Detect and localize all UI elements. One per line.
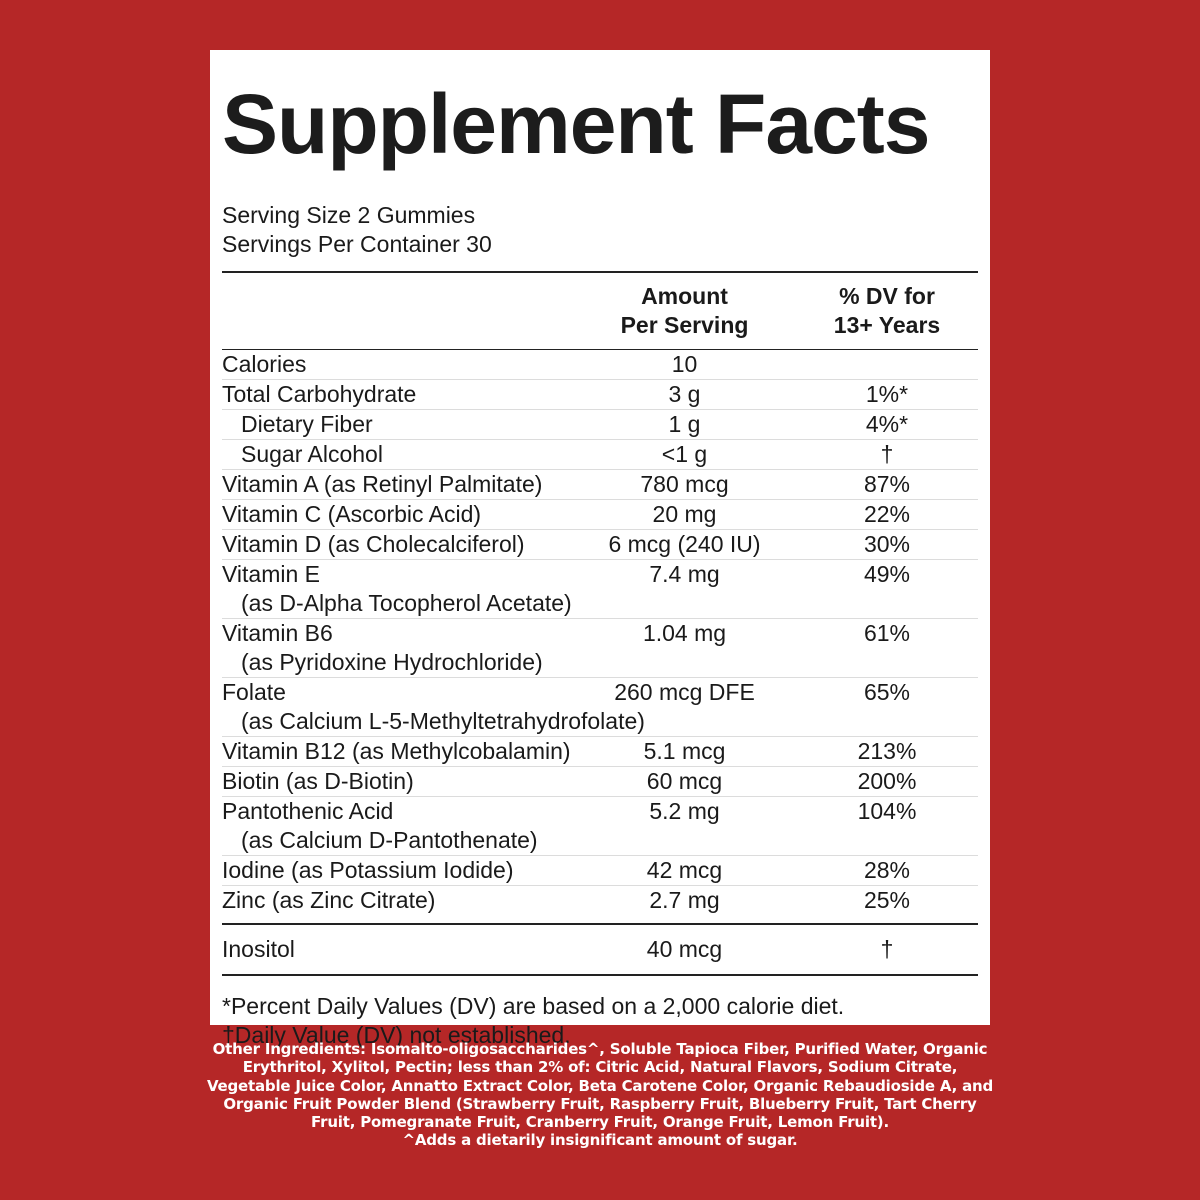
table-row: Vitamin D (as Cholecalciferol) 6 mcg (240… [222, 530, 978, 560]
table-row: Pantothenic Acid (as Calcium D-Pantothena… [222, 797, 978, 856]
divider [222, 923, 978, 925]
nutrient-amount: 5.2 mg [649, 798, 720, 824]
table-row: Vitamin A (as Retinyl Palmitate) 780 mcg 8… [222, 470, 978, 500]
nutrient-amount: <1 g [661, 441, 708, 467]
dv-header: % DV for 13+ Years [833, 283, 941, 338]
nutrient-amount: 60 mcg [646, 768, 723, 794]
serving-info: Serving Size 2 Gummies Servings Per Cont… [222, 201, 978, 259]
nutrient-source: (as Calcium L-5-Methyltetrahydrofolate) [241, 708, 645, 734]
table-row: Vitamin C (Ascorbic Acid) 20 mg 22% [222, 500, 978, 530]
nutrient-name: Pantothenic Acid [222, 798, 394, 824]
nutrient-dv: 65% [863, 679, 911, 705]
nutrient-amount: 1.04 mg [642, 620, 727, 646]
nutrient-amount: 7.4 mg [649, 561, 720, 587]
nutrient-dv: 61% [863, 620, 911, 646]
nutrient-name: Iodine (as Potassium Iodide) [222, 857, 514, 883]
supplement-facts-panel: Supplement Facts Serving Size 2 Gummies … [210, 50, 990, 1048]
nutrient-dv: 104% [857, 798, 917, 824]
nutrient-name: Inositol [222, 936, 295, 962]
nutrient-dv: 200% [857, 768, 917, 794]
table-row: Inositol 40 mcg † [222, 925, 978, 974]
page-title: Supplement Facts [222, 77, 930, 171]
footnote-dv: *Percent Daily Values (DV) are based on … [222, 993, 845, 1019]
nutrient-name: Zinc (as Zinc Citrate) [222, 887, 436, 913]
nutrient-amount: 6 mcg (240 IU) [608, 531, 761, 557]
nutrient-source: (as Pyridoxine Hydrochloride) [241, 649, 543, 675]
nutrient-amount: 5.1 mcg [643, 738, 726, 764]
sugar-note: ^Adds a dietarily insignificant amount o… [402, 1131, 798, 1150]
nutrient-table: Calories 10 Total Carbohydrate 3 g 1%* Dietar… [222, 350, 978, 915]
serving-size: Serving Size 2 Gummies [222, 202, 476, 228]
nutrient-name: Vitamin E [222, 561, 321, 587]
nutrient-name: Vitamin A (as Retinyl Palmitate) [222, 471, 543, 497]
nutrient-name: Dietary Fiber [241, 411, 373, 437]
nutrient-name: Folate [222, 679, 286, 705]
nutrient-dv: 4%* [865, 411, 909, 437]
nutrient-dv: † [880, 441, 894, 467]
nutrient-dv: † [880, 936, 894, 962]
nutrient-dv: 25% [863, 887, 911, 913]
nutrient-dv [797, 350, 977, 379]
divider [222, 974, 978, 976]
nutrient-amount: 1 g [668, 411, 701, 437]
nutrient-dv: 22% [863, 501, 911, 527]
divider [222, 349, 978, 350]
nutrient-dv: 30% [863, 531, 911, 557]
nutrient-dv: 49% [863, 561, 911, 587]
column-headers: Amount Per Serving % DV for 13+ Years [222, 273, 978, 349]
amount-header: Amount Per Serving [620, 283, 749, 338]
nutrient-dv: 28% [863, 857, 911, 883]
nutrient-name: Vitamin C (Ascorbic Acid) [222, 501, 482, 527]
table-row: Dietary Fiber 1 g 4%* [222, 410, 978, 440]
table-row: Vitamin B12 (as Methylcobalamin) 5.1 mcg 2… [222, 737, 978, 767]
nutrient-name: Calories [222, 351, 307, 377]
nutrient-source: (as Calcium D-Pantothenate) [241, 827, 538, 853]
nutrient-amount: 10 [671, 351, 698, 377]
table-row: Calories 10 [222, 350, 978, 380]
nutrient-name: Vitamin B12 (as Methylcobalamin) [222, 738, 571, 764]
nutrient-name: Biotin (as D-Biotin) [222, 768, 414, 794]
nutrient-amount: 2.7 mg [649, 887, 720, 913]
nutrient-name: Sugar Alcohol [241, 441, 383, 467]
nutrient-amount: 780 mcg [640, 471, 729, 497]
other-ingredients: Other Ingredients: Isomalto-oligosacchar… [205, 1040, 995, 1150]
nutrient-amount: 260 mcg DFE [614, 679, 755, 705]
nutrient-name: Vitamin B6 [222, 620, 333, 646]
divider [222, 271, 978, 273]
ingredients-text: Other Ingredients: Isomalto-oligosacchar… [206, 1040, 994, 1132]
table-row: Vitamin B6 (as Pyridoxine Hydrochloride) 1… [222, 619, 978, 678]
nutrient-name: Vitamin D (as Cholecalciferol) [222, 531, 525, 557]
nutrient-dv: 1%* [865, 381, 909, 407]
nutrient-name: Total Carbohydrate [222, 381, 417, 407]
nutrient-source: (as D-Alpha Tocopherol Acetate) [241, 590, 572, 616]
nutrient-amount: 42 mcg [646, 857, 723, 883]
footnote-dagger: †Daily Value (DV) not established. [222, 1022, 571, 1048]
table-row: Biotin (as D-Biotin) 60 mcg 200% [222, 767, 978, 797]
nutrient-amount: 20 mg [652, 501, 717, 527]
nutrient-amount: 40 mcg [646, 936, 723, 962]
nutrient-dv: 213% [857, 738, 917, 764]
table-row: Total Carbohydrate 3 g 1%* [222, 380, 978, 410]
nutrient-amount: 3 g [668, 381, 701, 407]
table-row: Vitamin E (as D-Alpha Tocopherol Acetate)… [222, 560, 978, 619]
table-row: Iodine (as Potassium Iodide) 42 mcg 28% [222, 856, 978, 886]
table-row: Sugar Alcohol <1 g † [222, 440, 978, 470]
servings-per-container: Servings Per Container 30 [222, 231, 492, 257]
nutrient-dv: 87% [863, 471, 911, 497]
table-row: Zinc (as Zinc Citrate) 2.7 mg 25% [222, 886, 978, 915]
footnotes: *Percent Daily Values (DV) are based on … [222, 992, 978, 1050]
table-row: Folate (as Calcium L-5-Methyltetrahydrofo… [222, 678, 978, 737]
